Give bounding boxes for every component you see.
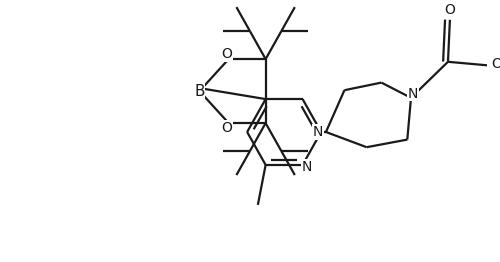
Text: N: N bbox=[302, 160, 312, 174]
Text: O: O bbox=[222, 47, 232, 61]
Text: N: N bbox=[408, 87, 418, 101]
Text: B: B bbox=[194, 84, 204, 99]
Text: O: O bbox=[222, 121, 232, 135]
Text: N: N bbox=[313, 125, 324, 139]
Text: O: O bbox=[444, 3, 456, 17]
Text: O: O bbox=[491, 57, 500, 71]
